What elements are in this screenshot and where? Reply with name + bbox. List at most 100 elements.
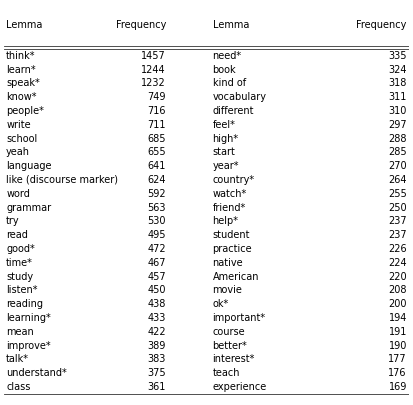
Text: Lemma: Lemma <box>6 20 43 30</box>
Text: 716: 716 <box>147 106 166 116</box>
Text: teach: teach <box>213 368 240 378</box>
Text: 169: 169 <box>389 382 407 392</box>
Text: 624: 624 <box>147 175 166 185</box>
Text: movie: movie <box>213 286 242 295</box>
Text: native: native <box>213 258 243 268</box>
Text: Lemma: Lemma <box>213 20 249 30</box>
Text: 433: 433 <box>148 313 166 323</box>
Text: 177: 177 <box>388 354 407 364</box>
Text: 641: 641 <box>148 161 166 171</box>
Text: 324: 324 <box>388 64 407 75</box>
Text: need*: need* <box>213 51 242 61</box>
Text: 237: 237 <box>388 230 407 240</box>
Text: understand*: understand* <box>6 368 67 378</box>
Text: 438: 438 <box>148 299 166 309</box>
Text: 200: 200 <box>388 299 407 309</box>
Text: 310: 310 <box>389 106 407 116</box>
Text: year*: year* <box>213 161 239 171</box>
Text: 220: 220 <box>388 271 407 281</box>
Text: student: student <box>213 230 250 240</box>
Text: study: study <box>6 271 33 281</box>
Text: 191: 191 <box>389 327 407 337</box>
Text: class: class <box>6 382 31 392</box>
Text: American: American <box>213 271 259 281</box>
Text: 530: 530 <box>147 216 166 226</box>
Text: read: read <box>6 230 28 240</box>
Text: 176: 176 <box>388 368 407 378</box>
Text: 655: 655 <box>147 147 166 158</box>
Text: 389: 389 <box>148 341 166 350</box>
Text: 1232: 1232 <box>141 79 166 88</box>
Text: start: start <box>213 147 235 158</box>
Text: 711: 711 <box>147 120 166 130</box>
Text: 194: 194 <box>389 313 407 323</box>
Text: 264: 264 <box>388 175 407 185</box>
Text: better*: better* <box>213 341 247 350</box>
Text: 450: 450 <box>147 286 166 295</box>
Text: people*: people* <box>6 106 44 116</box>
Text: interest*: interest* <box>213 354 255 364</box>
Text: watch*: watch* <box>213 189 247 199</box>
Text: book: book <box>213 64 236 75</box>
Text: practice: practice <box>213 244 252 254</box>
Text: learn*: learn* <box>6 64 36 75</box>
Text: 226: 226 <box>388 244 407 254</box>
Text: think*: think* <box>6 51 36 61</box>
Text: yeah: yeah <box>6 147 30 158</box>
Text: course: course <box>213 327 245 337</box>
Text: 749: 749 <box>147 92 166 102</box>
Text: 422: 422 <box>147 327 166 337</box>
Text: improve*: improve* <box>6 341 51 350</box>
Text: school: school <box>6 134 38 144</box>
Text: 318: 318 <box>389 79 407 88</box>
Text: 335: 335 <box>388 51 407 61</box>
Text: 311: 311 <box>389 92 407 102</box>
Text: listen*: listen* <box>6 286 38 295</box>
Text: help*: help* <box>213 216 239 226</box>
Text: friend*: friend* <box>213 202 246 213</box>
Text: mean: mean <box>6 327 34 337</box>
Text: talk*: talk* <box>6 354 29 364</box>
Text: 285: 285 <box>388 147 407 158</box>
Text: 1457: 1457 <box>141 51 166 61</box>
Text: 467: 467 <box>147 258 166 268</box>
Text: reading: reading <box>6 299 43 309</box>
Text: 255: 255 <box>388 189 407 199</box>
Text: feel*: feel* <box>213 120 235 130</box>
Text: 270: 270 <box>388 161 407 171</box>
Text: Frequency: Frequency <box>356 20 407 30</box>
Text: 472: 472 <box>147 244 166 254</box>
Text: know*: know* <box>6 92 37 102</box>
Text: 190: 190 <box>389 341 407 350</box>
Text: 457: 457 <box>147 271 166 281</box>
Text: 224: 224 <box>388 258 407 268</box>
Text: 361: 361 <box>148 382 166 392</box>
Text: 375: 375 <box>147 368 166 378</box>
Text: ok*: ok* <box>213 299 229 309</box>
Text: 237: 237 <box>388 216 407 226</box>
Text: 563: 563 <box>147 202 166 213</box>
Text: 685: 685 <box>147 134 166 144</box>
Text: word: word <box>6 189 30 199</box>
Text: 495: 495 <box>147 230 166 240</box>
Text: 383: 383 <box>148 354 166 364</box>
Text: country*: country* <box>213 175 255 185</box>
Text: write: write <box>6 120 31 130</box>
Text: try: try <box>6 216 20 226</box>
Text: like (discourse marker): like (discourse marker) <box>6 175 118 185</box>
Text: experience: experience <box>213 382 267 392</box>
Text: 297: 297 <box>388 120 407 130</box>
Text: kind of: kind of <box>213 79 246 88</box>
Text: learning*: learning* <box>6 313 51 323</box>
Text: good*: good* <box>6 244 35 254</box>
Text: important*: important* <box>213 313 266 323</box>
Text: speak*: speak* <box>6 79 40 88</box>
Text: 1244: 1244 <box>141 64 166 75</box>
Text: language: language <box>6 161 52 171</box>
Text: 592: 592 <box>147 189 166 199</box>
Text: vocabulary: vocabulary <box>213 92 266 102</box>
Text: different: different <box>213 106 254 116</box>
Text: grammar: grammar <box>6 202 51 213</box>
Text: Frequency: Frequency <box>116 20 166 30</box>
Text: 208: 208 <box>388 286 407 295</box>
